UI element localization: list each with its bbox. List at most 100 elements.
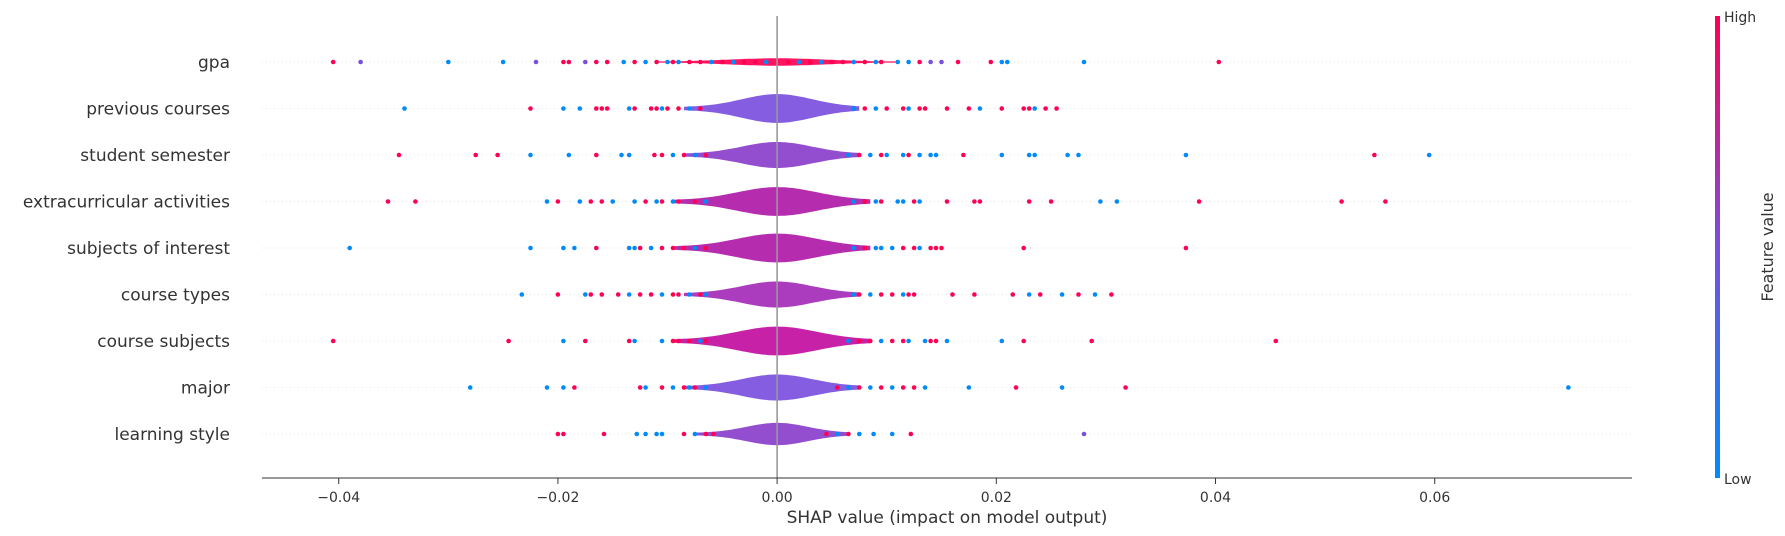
shap-point	[900, 292, 906, 297]
shap-point	[807, 59, 813, 65]
shap-point	[659, 292, 665, 297]
shap-point	[577, 199, 583, 204]
shap-point	[659, 431, 665, 437]
shap-point	[889, 292, 895, 297]
shap-point	[878, 59, 884, 65]
shap-point	[906, 59, 911, 65]
shap-point	[1372, 152, 1377, 158]
shap-point	[654, 431, 659, 437]
shap-point	[681, 152, 687, 158]
shap-point	[402, 106, 407, 111]
shap-point	[632, 59, 637, 65]
shap-point	[1092, 292, 1098, 297]
shap-point	[594, 106, 599, 111]
shap-point	[906, 338, 911, 344]
shap-point	[500, 59, 506, 65]
shap-point	[594, 245, 599, 251]
shap-point	[1026, 152, 1032, 158]
shap-point	[878, 199, 884, 204]
shap-point	[676, 199, 681, 204]
shap-point	[889, 385, 895, 390]
shap-point	[1566, 385, 1571, 390]
shap-point	[917, 245, 922, 251]
shap-point	[900, 385, 906, 390]
shap-point	[687, 106, 692, 111]
shap-point	[862, 59, 868, 65]
violin-body	[684, 281, 860, 308]
shap-point	[917, 199, 922, 204]
shap-point	[555, 199, 561, 204]
shap-point	[840, 59, 846, 65]
shap-point	[643, 385, 648, 390]
shap-point	[648, 292, 654, 297]
shap-point	[939, 59, 944, 65]
shap-point	[473, 152, 479, 158]
shap-point	[413, 199, 418, 204]
shap-point	[1123, 385, 1128, 390]
shap-point	[648, 106, 654, 111]
shap-point	[396, 152, 402, 158]
shap-point	[604, 106, 610, 111]
shap-point	[1043, 106, 1048, 111]
shap-point	[599, 292, 605, 297]
shap-point	[1183, 245, 1189, 251]
shap-point	[917, 106, 922, 111]
violin-body	[673, 187, 871, 216]
shap-point	[698, 338, 703, 344]
shap-point	[467, 385, 473, 390]
shap-point	[900, 199, 906, 204]
shap-point	[583, 338, 588, 344]
shap-point	[561, 245, 566, 251]
x-tick-label: 0.06	[1419, 490, 1450, 506]
shap-point	[692, 245, 698, 251]
shap-point	[878, 338, 884, 344]
shap-point	[895, 199, 900, 204]
feature-label: course types	[121, 286, 230, 306]
shap-point	[763, 59, 769, 65]
shap-point	[703, 431, 709, 437]
shap-point	[1005, 59, 1010, 65]
shap-point	[933, 338, 939, 344]
shap-point	[928, 245, 933, 251]
shap-point	[878, 152, 884, 158]
shap-point	[1196, 199, 1202, 204]
shap-point	[643, 59, 648, 65]
feature-label: gpa	[198, 53, 230, 73]
shap-point	[741, 59, 747, 65]
shap-point	[692, 152, 698, 158]
shap-point	[1081, 431, 1087, 437]
shap-point	[330, 338, 336, 344]
shap-point	[619, 152, 624, 158]
shap-point	[922, 385, 928, 390]
shap-point	[1216, 59, 1222, 65]
shap-point	[878, 385, 884, 390]
shap-point	[900, 245, 906, 251]
shap-point	[846, 338, 851, 344]
shap-point	[583, 292, 588, 297]
shap-point	[519, 292, 525, 297]
shap-point	[1383, 199, 1388, 204]
shap-point	[1026, 106, 1032, 111]
shap-point	[1273, 338, 1279, 344]
shap-point	[665, 59, 670, 65]
shap-point	[862, 106, 868, 111]
colorbar-high-label: High	[1724, 10, 1756, 26]
shap-point	[1037, 292, 1043, 297]
feature-label: previous courses	[86, 100, 230, 120]
x-tick-label: 0.04	[1200, 490, 1231, 506]
shap-point	[895, 59, 900, 65]
shap-point	[687, 292, 692, 297]
shap-point	[626, 245, 632, 251]
shap-point	[544, 199, 550, 204]
shap-point	[796, 59, 802, 65]
shap-point	[698, 106, 703, 111]
shap-point	[873, 106, 879, 111]
x-axis-title: SHAP value (impact on model output)	[787, 508, 1108, 528]
shap-point	[922, 338, 928, 344]
shap-point	[857, 292, 862, 297]
shap-point	[676, 292, 681, 297]
colorbar	[1715, 16, 1720, 478]
shap-point	[1013, 385, 1019, 390]
shap-point	[961, 152, 966, 158]
shap-point	[851, 199, 857, 204]
